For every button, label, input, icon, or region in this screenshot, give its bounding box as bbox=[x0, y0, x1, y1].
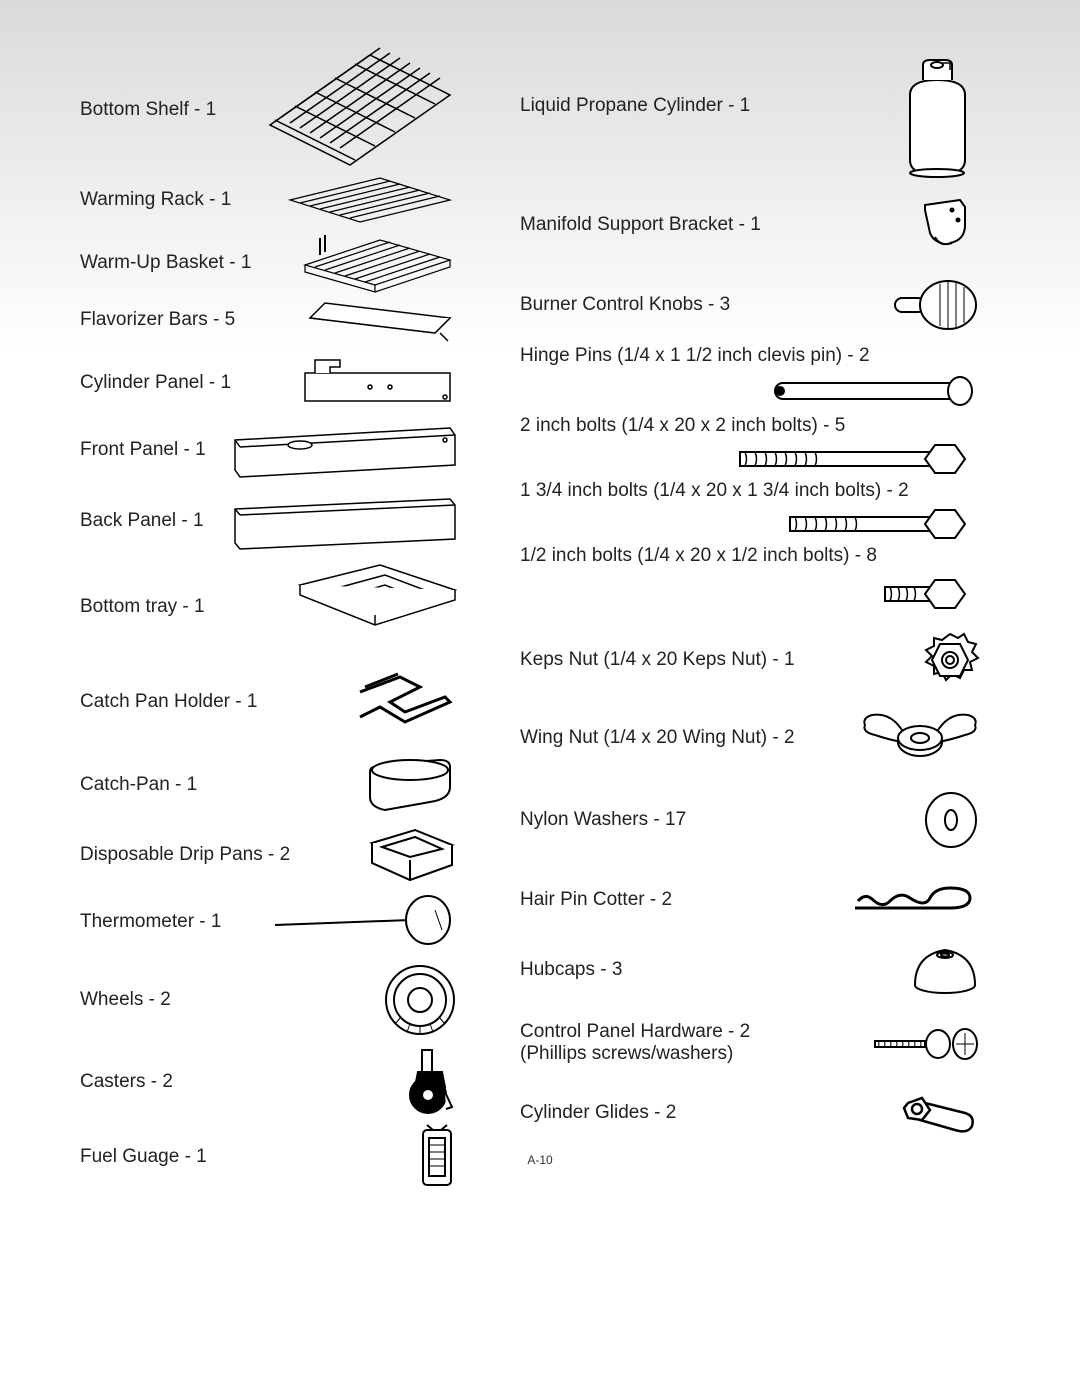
part-burner-knobs: Burner Control Knobs - 3 bbox=[520, 265, 980, 345]
part-back-panel: Back Panel - 1 bbox=[80, 485, 460, 557]
part-2inch-bolts: 2 inch bolts (1/4 x 20 x 2 inch bolts) -… bbox=[520, 415, 980, 480]
illus-drip-pans bbox=[290, 825, 460, 885]
illus-bottom-shelf bbox=[216, 45, 460, 175]
part-catch-pan-holder: Catch Pan Holder - 1 bbox=[80, 657, 460, 747]
illus-warming-rack bbox=[231, 170, 460, 230]
part-warming-rack: Warming Rack - 1 bbox=[80, 165, 460, 235]
label-hinge-pins: Hinge Pins (1/4 x 1 1/2 inch clevis pin)… bbox=[520, 345, 980, 367]
illus-hinge-pins bbox=[520, 367, 980, 415]
part-fuel-gauge: Fuel Guage - 1 bbox=[80, 1122, 460, 1192]
label-flavorizer-bars: Flavorizer Bars - 5 bbox=[80, 309, 235, 331]
label-hairpin-cotter: Hair Pin Cotter - 2 bbox=[520, 889, 672, 911]
label-nylon-washers: Nylon Washers - 17 bbox=[520, 809, 686, 831]
illus-flavorizer-bars bbox=[235, 293, 460, 348]
label-casters: Casters - 2 bbox=[80, 1071, 173, 1093]
label-wing-nut: Wing Nut (1/4 x 20 Wing Nut) - 2 bbox=[520, 727, 795, 749]
columns-container: Bottom Shelf - 1 bbox=[80, 55, 1040, 1192]
illus-134inch-bolts bbox=[520, 502, 980, 545]
part-casters: Casters - 2 bbox=[80, 1042, 460, 1122]
sublabel-control-panel-hw: (Phillips screws/washers) bbox=[520, 1043, 750, 1065]
part-bottom-shelf: Bottom Shelf - 1 bbox=[80, 55, 460, 165]
part-front-panel: Front Panel - 1 bbox=[80, 415, 460, 485]
label-keps-nut: Keps Nut (1/4 x 20 Keps Nut) - 1 bbox=[520, 649, 795, 671]
illus-cylinder-glides bbox=[676, 1088, 980, 1138]
part-flavorizer-bars: Flavorizer Bars - 5 bbox=[80, 290, 460, 350]
label-back-panel: Back Panel - 1 bbox=[80, 510, 204, 532]
right-column: Liquid Propane Cylinder - 1 M bbox=[520, 55, 980, 1192]
part-keps-nut: Keps Nut (1/4 x 20 Keps Nut) - 1 bbox=[520, 620, 980, 700]
label-bottom-shelf: Bottom Shelf - 1 bbox=[80, 99, 216, 121]
illus-cylinder-panel bbox=[231, 355, 460, 410]
label-hubcaps: Hubcaps - 3 bbox=[520, 959, 622, 981]
left-column: Bottom Shelf - 1 bbox=[80, 55, 460, 1192]
illus-back-panel bbox=[204, 491, 460, 551]
illus-hairpin-cotter bbox=[672, 883, 980, 918]
illus-thermometer bbox=[221, 895, 460, 950]
part-thermometer: Thermometer - 1 bbox=[80, 887, 460, 957]
part-hubcaps: Hubcaps - 3 bbox=[520, 935, 980, 1005]
label-134inch-bolts: 1 3/4 inch bolts (1/4 x 20 x 1 3/4 inch … bbox=[520, 480, 980, 502]
part-control-panel-hw: Control Panel Hardware - 2 (Phillips scr… bbox=[520, 1005, 980, 1080]
label-burner-knobs: Burner Control Knobs - 3 bbox=[520, 294, 730, 316]
label-cylinder-glides: Cylinder Glides - 2 bbox=[520, 1102, 676, 1124]
illus-manifold-bracket bbox=[761, 195, 980, 255]
part-cylinder-panel: Cylinder Panel - 1 bbox=[80, 350, 460, 415]
part-cylinder-glides: Cylinder Glides - 2 bbox=[520, 1080, 980, 1145]
illus-nylon-washers bbox=[686, 790, 980, 850]
part-nylon-washers: Nylon Washers - 17 bbox=[520, 775, 980, 865]
illus-12inch-bolts bbox=[520, 567, 980, 620]
illus-control-panel-hw bbox=[750, 1023, 980, 1063]
part-drip-pans: Disposable Drip Pans - 2 bbox=[80, 822, 460, 887]
illus-hubcaps bbox=[622, 945, 980, 995]
part-134inch-bolts: 1 3/4 inch bolts (1/4 x 20 x 1 3/4 inch … bbox=[520, 480, 980, 545]
label-front-panel: Front Panel - 1 bbox=[80, 439, 206, 461]
label-drip-pans: Disposable Drip Pans - 2 bbox=[80, 844, 290, 866]
illus-front-panel bbox=[206, 420, 460, 480]
part-warmup-basket: Warm-Up Basket - 1 bbox=[80, 235, 460, 290]
illus-fuel-gauge bbox=[207, 1120, 460, 1195]
illus-warmup-basket bbox=[251, 230, 460, 295]
illus-wheels bbox=[171, 960, 460, 1040]
illus-casters bbox=[173, 1047, 460, 1117]
part-hairpin-cotter: Hair Pin Cotter - 2 bbox=[520, 865, 980, 935]
illus-catch-pan-holder bbox=[257, 672, 460, 732]
label-control-panel-hw: Control Panel Hardware - 2 bbox=[520, 1021, 750, 1043]
page-number: A-10 bbox=[527, 1153, 552, 1167]
part-lp-cylinder: Liquid Propane Cylinder - 1 bbox=[520, 55, 980, 185]
part-manifold-bracket: Manifold Support Bracket - 1 bbox=[520, 185, 980, 265]
label-warmup-basket: Warm-Up Basket - 1 bbox=[80, 252, 251, 274]
illus-burner-knobs bbox=[730, 278, 980, 333]
part-12inch-bolts: 1/2 inch bolts (1/4 x 20 x 1/2 inch bolt… bbox=[520, 545, 980, 620]
part-wheels: Wheels - 2 bbox=[80, 957, 460, 1042]
part-hinge-pins: Hinge Pins (1/4 x 1 1/2 inch clevis pin)… bbox=[520, 345, 980, 415]
label-manifold-bracket: Manifold Support Bracket - 1 bbox=[520, 214, 761, 236]
label-warming-rack: Warming Rack - 1 bbox=[80, 189, 231, 211]
label-catch-pan: Catch-Pan - 1 bbox=[80, 774, 197, 796]
illus-2inch-bolts bbox=[520, 437, 980, 480]
label-2inch-bolts: 2 inch bolts (1/4 x 20 x 2 inch bolts) -… bbox=[520, 415, 980, 437]
illus-keps-nut bbox=[795, 630, 980, 690]
parts-list-page: Bottom Shelf - 1 bbox=[0, 0, 1080, 1397]
illus-wing-nut bbox=[795, 710, 980, 765]
label-fuel-gauge: Fuel Guage - 1 bbox=[80, 1146, 207, 1168]
part-wing-nut: Wing Nut (1/4 x 20 Wing Nut) - 2 bbox=[520, 700, 980, 775]
label-thermometer: Thermometer - 1 bbox=[80, 911, 221, 933]
label-lp-cylinder: Liquid Propane Cylinder - 1 bbox=[520, 95, 750, 117]
illus-bottom-tray bbox=[205, 560, 460, 655]
label-bottom-tray: Bottom tray - 1 bbox=[80, 596, 205, 618]
illus-catch-pan bbox=[197, 752, 460, 817]
label-12inch-bolts: 1/2 inch bolts (1/4 x 20 x 1/2 inch bolt… bbox=[520, 545, 980, 567]
label-wheels: Wheels - 2 bbox=[80, 989, 171, 1011]
label-cylinder-panel: Cylinder Panel - 1 bbox=[80, 372, 231, 394]
part-bottom-tray: Bottom tray - 1 bbox=[80, 557, 460, 657]
label-catch-pan-holder: Catch Pan Holder - 1 bbox=[80, 691, 257, 713]
part-catch-pan: Catch-Pan - 1 bbox=[80, 747, 460, 822]
illus-lp-cylinder bbox=[750, 55, 980, 185]
